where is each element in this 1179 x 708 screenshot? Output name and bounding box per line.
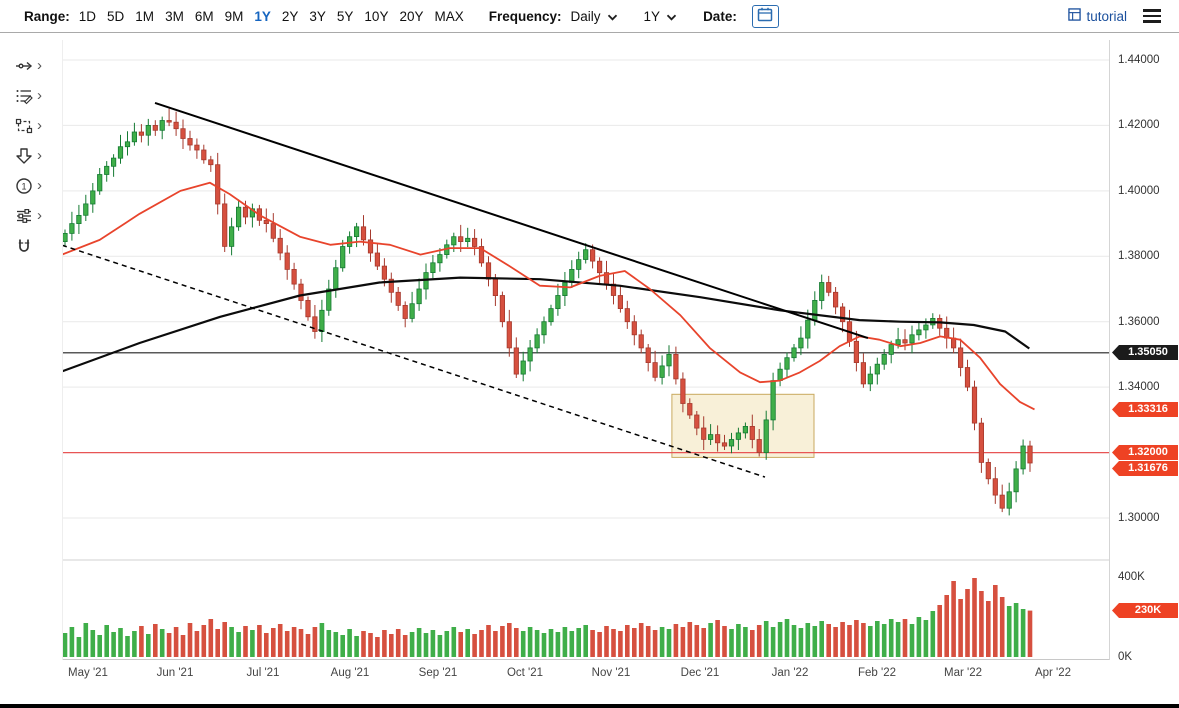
volume-axis-label: 400K [1118,571,1145,583]
range-button-3Y[interactable]: 3Y [309,8,326,24]
x-axis-label: Jan '22 [771,667,809,679]
x-axis-label: May '21 [68,667,108,679]
range-label: Range: [24,8,70,24]
x-axis-label: Oct '21 [506,667,544,679]
range-button-5D[interactable]: 5D [107,8,125,24]
tutorial-link[interactable]: tutorial [1068,8,1127,24]
chevron-right-icon[interactable]: › [37,206,42,224]
x-axis-label: Jun '21 [156,667,194,679]
range-button-2Y[interactable]: 2Y [281,8,299,24]
svg-text:1: 1 [21,182,26,192]
number-annotation-tool-icon: 1 [15,177,33,195]
range-button-5Y[interactable]: 5Y [336,8,354,24]
range-button-10Y[interactable]: 10Y [364,8,389,24]
range-buttons: 1D 5D 1M 3M 6M 9M 1Y 2Y 3Y 5Y 10Y 20Y MAX [79,9,475,24]
x-axis-label: Feb '22 [858,667,896,679]
tutorial-icon [1068,8,1082,24]
y-axis-label: 1.34000 [1118,381,1160,393]
window-bottom-edge [0,704,1179,708]
chevron-right-icon[interactable]: › [37,86,42,104]
frequency-value: Daily [570,8,601,24]
trendline-tool-icon [15,57,33,75]
range-button-1D[interactable]: 1D [78,8,97,24]
toolbar: Range: 1D 5D 1M 3M 6M 9M 1Y 2Y 3Y 5Y 10Y 20Y MAX Fre… [0,0,1179,33]
chevron-right-icon[interactable]: › [37,56,42,74]
date-label: Date: [703,8,737,24]
y-axis-label: 1.44000 [1118,54,1160,66]
magnet-tool[interactable] [0,231,57,261]
arrow-annotation-tool[interactable]: › [0,141,57,171]
chevron-right-icon[interactable]: › [37,146,42,164]
x-axis-label: Apr '22 [1034,667,1072,679]
fibonacci-tool-icon [15,87,33,105]
number-annotation-tool[interactable]: 1 › [0,171,57,201]
y-axis-label: 1.36000 [1118,316,1160,328]
y-axis-label: 1.38000 [1118,250,1160,262]
chevron-down-icon [607,9,618,24]
x-axis-label: Mar '22 [944,667,982,679]
shapes-tool[interactable]: › [0,111,57,141]
x-axis-label: Dec '21 [680,667,720,679]
y-axis-label: 1.40000 [1118,185,1160,197]
fibonacci-tool[interactable]: › [0,81,57,111]
y-axis-label: 1.30000 [1118,512,1160,524]
chevron-right-icon[interactable]: › [37,176,42,194]
range-button-3M[interactable]: 3M [165,8,184,24]
indicator-settings-tool-icon [15,207,33,225]
x-axis-label: Sep '21 [418,667,458,679]
range-button-MAX[interactable]: MAX [434,8,464,24]
date-picker-button[interactable] [751,4,779,28]
frequency-label: Frequency: [488,8,562,24]
period-value: 1Y [643,8,661,24]
magnet-tool-icon [15,237,33,255]
indicator-settings-tool[interactable]: › [0,201,57,231]
trendline-tool[interactable]: › [0,51,57,81]
range-button-6M[interactable]: 6M [194,8,214,24]
range-button-9M[interactable]: 9M [224,8,244,24]
x-axis-label: Jul '21 [246,667,280,679]
range-button-1Y[interactable]: 1Y [254,8,271,24]
range-button-20Y[interactable]: 20Y [399,8,424,24]
chevron-right-icon[interactable]: › [37,116,42,134]
period-select[interactable]: 1Y [644,9,678,24]
x-axis-label: Nov '21 [591,667,631,679]
drawing-toolbar: › › › › 1 › › [0,33,57,261]
range-button-1M[interactable]: 1M [135,8,155,24]
y-axis-label: 1.42000 [1118,119,1160,131]
calendar-icon [757,7,773,25]
x-axis-label: Aug '21 [330,667,370,679]
volume-axis-label: 0K [1118,651,1133,663]
chevron-down-icon [666,9,677,24]
price-badge: 1.35050 [1112,345,1178,360]
price-badge: 1.31676 [1112,461,1178,476]
arrow-annotation-tool-icon [15,147,33,165]
tutorial-label: tutorial [1086,8,1127,24]
menu-button[interactable] [1143,9,1161,23]
chart-canvas[interactable] [62,40,1110,660]
frequency-select[interactable]: Daily [571,9,618,24]
volume-badge: 230K [1112,603,1178,618]
shapes-tool-icon [15,117,33,135]
price-badge: 1.33316 [1112,402,1178,417]
price-badge: 1.32000 [1112,445,1178,460]
